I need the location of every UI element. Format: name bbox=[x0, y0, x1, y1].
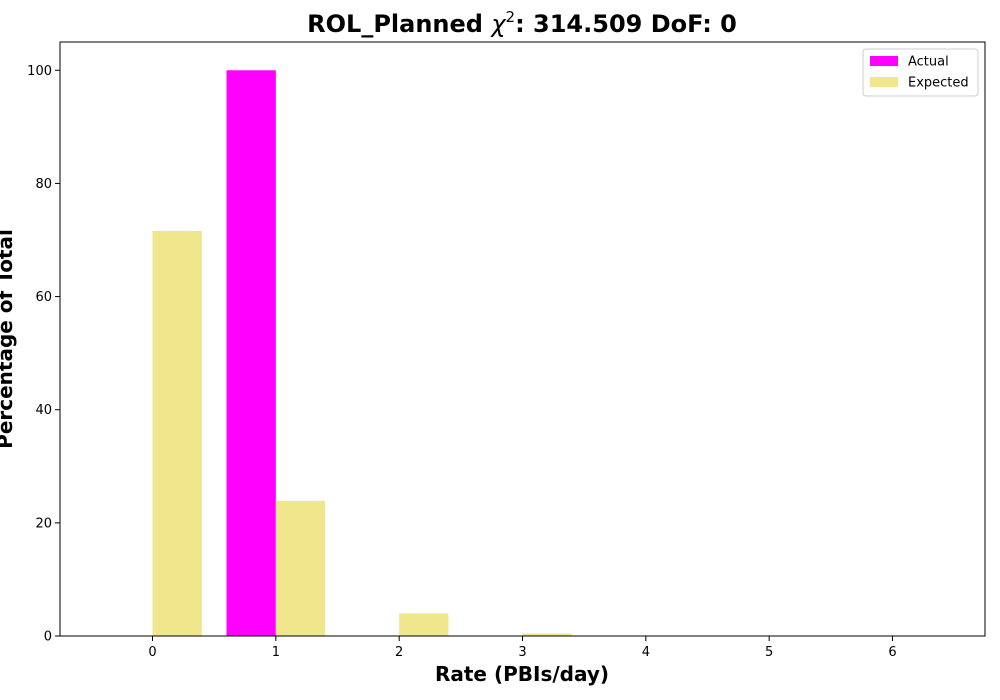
y-tick-label: 0 bbox=[44, 630, 52, 645]
actual-bar-1 bbox=[226, 70, 276, 637]
actual-legend-swatch bbox=[870, 56, 898, 66]
expected-bar-1 bbox=[275, 500, 326, 636]
x-tick-label: 2 bbox=[395, 645, 403, 660]
x-tick-label: 5 bbox=[765, 645, 773, 660]
y-tick-label: 80 bbox=[35, 177, 52, 192]
x-tick-label: 6 bbox=[888, 645, 896, 660]
expected-bar-3 bbox=[522, 633, 572, 636]
expected-legend-label: Expected bbox=[908, 76, 969, 91]
legend: Actual Expected bbox=[862, 48, 979, 97]
y-axis-ticks: 0 20 40 60 80 100 bbox=[27, 64, 60, 645]
x-tick-label: 4 bbox=[642, 645, 650, 660]
x-tick-label: 0 bbox=[148, 645, 156, 660]
y-tick-label: 40 bbox=[35, 403, 52, 418]
chart-title: ROL_Planned χ2: 314.509 DoF: 0 bbox=[307, 8, 737, 38]
expected-bar-0 bbox=[152, 230, 202, 636]
x-axis-ticks: 0 1 2 3 4 5 6 bbox=[148, 636, 897, 660]
x-tick-label: 1 bbox=[272, 645, 280, 660]
expected-legend-swatch bbox=[870, 77, 898, 87]
expected-bar-2 bbox=[399, 613, 449, 636]
y-tick-label: 20 bbox=[35, 516, 52, 531]
y-axis-label: Percentage of Total bbox=[0, 229, 17, 449]
y-tick-label: 60 bbox=[35, 290, 52, 305]
x-tick-label: 3 bbox=[518, 645, 526, 660]
y-tick-label: 100 bbox=[27, 64, 52, 79]
bars-group bbox=[152, 70, 696, 637]
actual-legend-label: Actual bbox=[908, 55, 949, 70]
x-axis-label: Rate (PBIs/day) bbox=[435, 662, 609, 686]
